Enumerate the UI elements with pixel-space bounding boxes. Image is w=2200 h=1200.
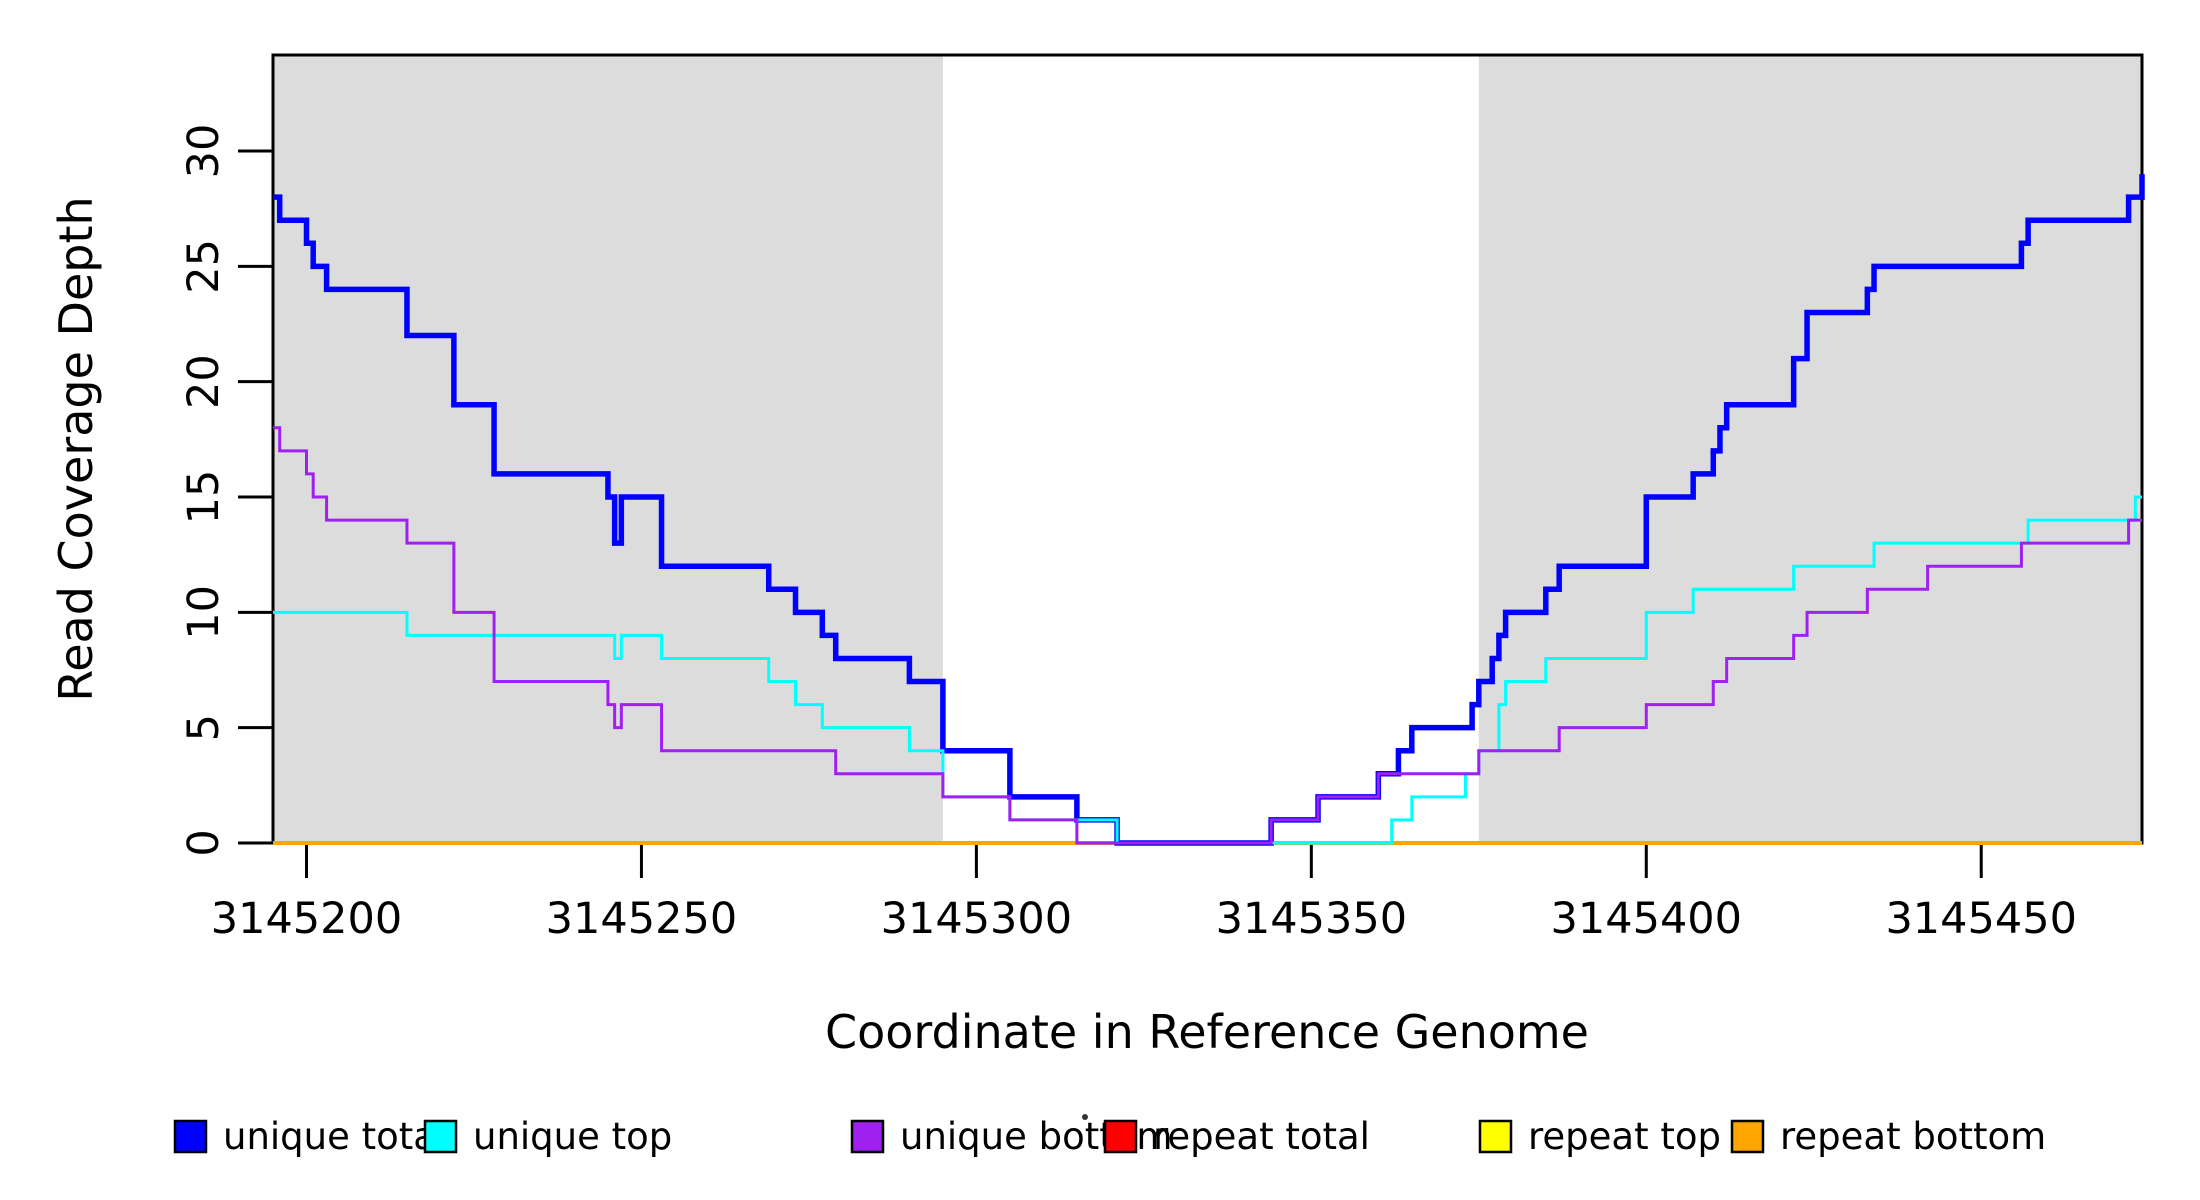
x-tick-label: 3145400 [1551,894,1743,944]
stray-mark [1082,1114,1088,1120]
y-tick-label: 20 [179,354,229,409]
x-axis-title: Coordinate in Reference Genome [825,1005,1589,1059]
legend-swatch-unique-top [423,1119,458,1154]
left-shaded-region [273,55,943,843]
legend-label: repeat total [1153,1115,1370,1158]
legend-label: repeat bottom [1780,1115,2046,1158]
series-unique-top-line [273,495,2142,845]
legend-item-unique-total: unique total [173,1115,446,1158]
legend-swatch-repeat-total [1103,1119,1138,1154]
legend-swatch-repeat-bottom [1730,1119,1765,1154]
y-tick-label: 25 [179,239,229,294]
legend-swatch-unique-total [173,1119,208,1154]
y-axis-title: Read Coverage Depth [49,196,103,701]
legend: unique total unique top unique bottomrepea… [173,1115,2046,1158]
legend-label: repeat top [1528,1115,1721,1158]
axis-ticks: 3145200 3145250 3145300 3145350 3145400 31454… [179,124,2077,944]
x-tick-label: 3145250 [546,894,738,944]
y-tick-label: 5 [179,714,229,741]
legend-item-repeat-bottom: repeat bottom [1730,1115,2046,1158]
x-tick-label: 3145350 [1216,894,1408,944]
legend-label: unique total [223,1115,446,1158]
series-unique-bottom-line [273,426,2142,845]
legend-swatch-unique-bottom [850,1119,885,1154]
y-tick-label: 15 [179,470,229,525]
shaded-regions [273,55,2142,843]
right-shaded-region [1478,55,2142,843]
legend-item-repeat-total: repeat total [1103,1115,1370,1158]
legend-item-unique-top: unique top [423,1115,672,1158]
x-tick-label: 3145200 [211,894,403,944]
y-tick-label: 30 [179,124,229,179]
legend-item-repeat-top: repeat top [1478,1115,1721,1158]
series-lines [273,174,2145,846]
y-tick-label: 0 [179,829,229,856]
x-tick-label: 3145450 [1885,894,2077,944]
y-tick-label: 10 [179,585,229,640]
x-tick-label: 3145300 [881,894,1073,944]
legend-label: unique top [473,1115,672,1158]
legend-swatch-repeat-top [1478,1119,1513,1154]
